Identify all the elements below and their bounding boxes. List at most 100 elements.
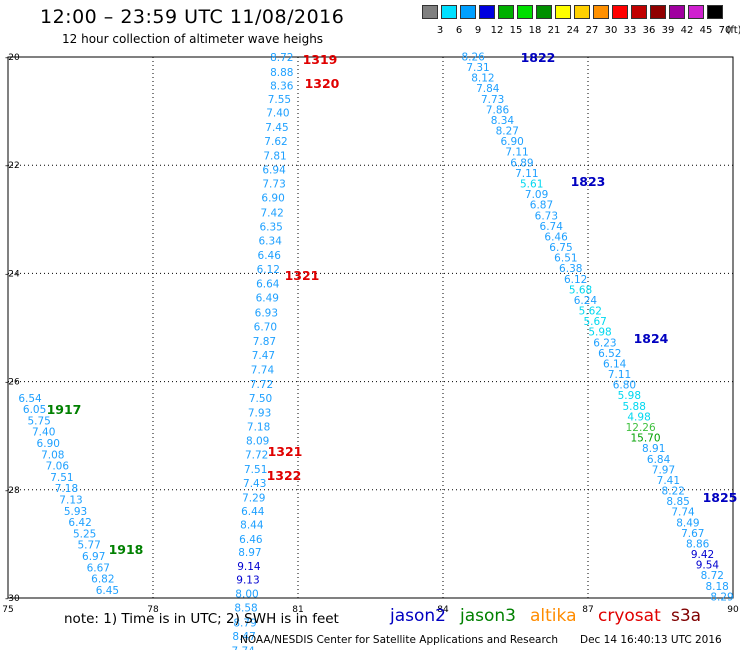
- swh-value: 7.31: [466, 62, 489, 74]
- swh-value: 8.29: [710, 591, 733, 603]
- legend-swatch: [669, 5, 685, 19]
- legend-label: 21: [547, 25, 561, 36]
- swh-value: 6.42: [68, 517, 91, 529]
- swh-value: 7.51: [50, 472, 73, 484]
- legend-swatch: [631, 5, 647, 19]
- swh-value: 6.05: [23, 404, 46, 416]
- lat-tick-label: -22: [5, 161, 20, 171]
- swh-value: 6.45: [96, 585, 119, 597]
- legend-label: 3: [436, 25, 444, 36]
- swh-value: 8.18: [705, 581, 728, 593]
- swh-value: 7.29: [242, 492, 265, 504]
- swh-value: 6.90: [500, 136, 523, 148]
- swh-value: 9.42: [691, 549, 714, 561]
- swh-value: 6.14: [603, 358, 627, 370]
- swh-value: 7.51: [244, 464, 267, 476]
- legend-label: 27: [585, 25, 599, 36]
- swh-value: 6.46: [239, 534, 263, 546]
- swh-value: 7.55: [268, 94, 291, 106]
- swh-value: 7.11: [608, 369, 631, 381]
- swh-value: 7.40: [32, 427, 55, 439]
- swh-value: 6.93: [255, 307, 278, 319]
- swh-value: 6.44: [241, 506, 265, 518]
- swh-value: 8.44: [240, 519, 264, 531]
- swh-value: 6.90: [37, 438, 60, 450]
- swh-value: 6.38: [559, 263, 582, 275]
- lon-tick-label: 81: [292, 605, 303, 615]
- swh-value: 6.70: [254, 321, 277, 333]
- swh-value: 7.47: [252, 350, 275, 362]
- swh-value: 7.81: [263, 150, 286, 162]
- legend-label: 9: [474, 25, 482, 36]
- swh-value: 4.98: [627, 411, 650, 423]
- swh-value: 5.68: [569, 284, 592, 296]
- footer-credit: NOAA/NESDIS Center for Satellite Applica…: [240, 634, 558, 646]
- legend-swatch: [574, 5, 590, 19]
- swh-value: 7.84: [476, 83, 500, 95]
- legend-label: 70: [718, 25, 732, 36]
- page-subtitle: 12 hour collection of altimeter wave hei…: [62, 32, 324, 46]
- swh-value: 6.52: [598, 348, 621, 360]
- swh-value: 8.49: [676, 517, 699, 529]
- swh-value: 9.13: [236, 575, 259, 587]
- swh-value: 7.11: [515, 168, 538, 180]
- swh-value: 7.87: [253, 336, 276, 348]
- swh-value: 7.62: [264, 136, 287, 148]
- legend-swatch: [460, 5, 476, 19]
- legend-label: 30: [604, 25, 618, 36]
- swh-value: 8.91: [642, 443, 665, 455]
- swh-value: 6.46: [544, 231, 568, 243]
- swh-value: 8.00: [235, 589, 258, 601]
- lat-tick-label: -24: [5, 269, 20, 279]
- satellite-label-cryosat: cryosat: [598, 606, 661, 626]
- legend-swatch: [479, 5, 495, 19]
- swh-value: 6.12: [564, 274, 587, 286]
- lon-tick-label: 75: [2, 605, 13, 615]
- swh-value: 8.85: [666, 496, 689, 508]
- swh-value: 5.77: [77, 540, 100, 552]
- swh-value: 7.06: [46, 461, 70, 473]
- pass-label: 1320: [305, 76, 340, 91]
- pass-label: 1822: [521, 50, 556, 65]
- swh-value: 7.67: [681, 528, 704, 540]
- swh-value: 6.73: [535, 210, 558, 222]
- swh-value: 6.89: [510, 157, 533, 169]
- swh-value: 6.12: [257, 264, 280, 276]
- swh-value: 7.43: [243, 478, 266, 490]
- swh-value: 5.98: [588, 327, 611, 339]
- swh-value: 6.84: [647, 454, 671, 466]
- swh-value: 6.35: [259, 221, 282, 233]
- swh-value: 6.75: [549, 242, 572, 254]
- legend-swatch: [517, 5, 533, 19]
- pass-label: 1322: [267, 468, 302, 483]
- legend-swatch: [422, 5, 438, 19]
- swh-value: 6.46: [258, 250, 282, 262]
- swh-value: 6.34: [259, 235, 283, 247]
- swh-value: 7.09: [525, 189, 548, 201]
- swh-value: 7.41: [657, 475, 680, 487]
- swh-value: 8.72: [701, 570, 724, 582]
- swh-value: 7.11: [505, 147, 528, 159]
- swh-value: 7.50: [249, 393, 272, 405]
- swh-value: 7.73: [262, 179, 285, 191]
- swh-value: 9.54: [696, 560, 720, 572]
- pass-label: 1321: [285, 268, 320, 283]
- legend-label: 45: [699, 25, 713, 36]
- satellite-label-jason3: jason3: [460, 606, 516, 626]
- swh-value: 5.25: [73, 528, 96, 540]
- swh-value: 7.18: [55, 483, 78, 495]
- swh-value: 7.93: [248, 407, 271, 419]
- swh-value: 9.14: [237, 561, 261, 573]
- lon-tick-label: 78: [147, 605, 159, 615]
- swh-value: 8.86: [686, 538, 710, 550]
- footer-timestamp: Dec 14 16:40:13 UTC 2016: [580, 634, 722, 646]
- swh-value: 6.49: [256, 293, 279, 305]
- swh-value: 8.12: [471, 73, 494, 85]
- swh-value: 6.97: [82, 551, 105, 563]
- legend-label: 39: [661, 25, 675, 36]
- swh-value: 6.80: [613, 380, 636, 392]
- satellite-label-jason2: jason2: [390, 606, 446, 626]
- swh-value: 6.67: [87, 562, 110, 574]
- map-frame: [7, 56, 734, 599]
